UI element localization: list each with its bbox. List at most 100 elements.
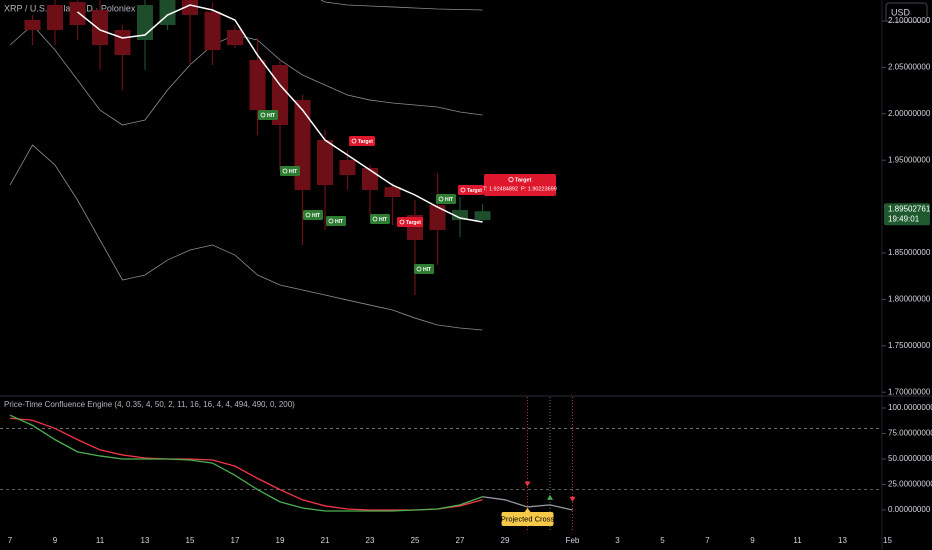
candle-body — [249, 59, 266, 110]
badge-icon — [282, 168, 288, 174]
line-series — [9, 414, 483, 512]
annotation-label: Projected Cross — [501, 514, 555, 523]
y-tick-label: 75.00000000 — [888, 429, 932, 438]
tooltip-title: Target — [515, 177, 532, 183]
currency-label[interactable]: USD — [891, 7, 911, 17]
tooltip-box — [484, 174, 556, 196]
tooltip-icon — [508, 176, 514, 183]
candle-body — [47, 5, 63, 30]
candle-body — [362, 167, 378, 190]
y-tick-label: 1.85000000 — [888, 248, 931, 257]
candle-body — [384, 187, 401, 198]
badge — [349, 136, 375, 146]
signal-marker — [547, 494, 553, 500]
badge-label: HIT — [445, 197, 453, 203]
y-tick-label: 2.05000000 — [888, 62, 931, 71]
badge — [326, 216, 346, 226]
x-tick-label: 9 — [53, 536, 58, 545]
badge-label: HIT — [267, 113, 275, 119]
y-tick-label: 1.80000000 — [888, 295, 931, 304]
x-tick-label: 7 — [705, 536, 710, 545]
candle-body — [317, 140, 333, 186]
price-tag-label: 1.89502761 — [888, 204, 931, 213]
currency-button[interactable]: USD — [885, 2, 928, 23]
y-tick-label: 1.95000000 — [888, 155, 931, 164]
currency-button-box[interactable] — [885, 2, 928, 23]
line-series — [482, 496, 573, 511]
badge — [458, 185, 484, 195]
x-tick-label: 11 — [793, 536, 802, 545]
y-tick-label: 25.00000000 — [888, 480, 932, 489]
candle-body — [182, 0, 198, 16]
y-tick-label: 1.70000000 — [888, 387, 931, 396]
x-tick-label: 29 — [501, 536, 510, 545]
annotation-box — [501, 512, 554, 526]
y-tick-label: 2.10000000 — [888, 16, 931, 25]
x-tick-label: 7 — [8, 536, 13, 545]
x-tick-label: 25 — [411, 536, 420, 545]
badge — [280, 166, 300, 176]
x-tick-label: 9 — [750, 536, 755, 545]
candle-body — [204, 11, 221, 51]
y-tick-label: 1.75000000 — [888, 341, 931, 350]
badge — [436, 194, 456, 204]
badge — [397, 217, 423, 227]
x-tick-label: 15 — [186, 536, 195, 545]
badge-label: Target — [406, 220, 421, 226]
badge-label: HIT — [312, 213, 320, 219]
badge-icon — [399, 219, 405, 225]
x-tick-label: 13 — [141, 536, 150, 545]
price-pane: HIT HIT HIT HIT HIT HIT HIT Target Target Target T… — [9, 0, 557, 331]
candle-body — [474, 211, 491, 221]
candle-body — [24, 19, 41, 30]
x-tick-label: 27 — [456, 536, 465, 545]
badge — [370, 214, 390, 224]
badge-label: HIT — [335, 219, 343, 225]
x-tick-label: 5 — [660, 536, 665, 545]
candle-body — [92, 10, 108, 46]
badge-label: HIT — [379, 217, 387, 223]
badge-icon — [460, 187, 466, 193]
candle-body — [114, 29, 131, 56]
candle-body — [294, 100, 311, 190]
annotation-pointer — [524, 508, 531, 512]
countdown-label: 19:49:01 — [888, 214, 920, 223]
badge-icon — [351, 138, 357, 144]
badge-label: Target — [358, 139, 373, 145]
badge-icon — [328, 218, 334, 224]
line-series — [9, 144, 483, 331]
y-tick-label: 50.00000000 — [888, 454, 932, 463]
badge-label: HIT — [423, 267, 431, 273]
badge-label: Target — [467, 188, 482, 194]
indicator-title: Price-Time Confluence Engine (4, 0.35, 4… — [4, 400, 295, 409]
y-tick-label: 0.00000000 — [888, 505, 931, 514]
x-tick-label: 13 — [838, 536, 847, 545]
signal-marker — [524, 481, 531, 487]
x-tick-label: 3 — [615, 536, 620, 545]
badge-icon — [305, 212, 311, 218]
x-tick-label: 19 — [276, 536, 285, 545]
x-tick-label: Feb — [566, 536, 580, 545]
candle-body — [339, 160, 356, 176]
signal-marker — [569, 496, 576, 502]
badge-label: HIT — [289, 169, 297, 175]
x-tick-label: 21 — [321, 536, 330, 545]
badge-icon — [260, 112, 266, 118]
badge — [258, 110, 278, 120]
badge — [414, 264, 434, 274]
y-tick-label: 2.00000000 — [888, 109, 931, 118]
candle-body — [227, 29, 243, 46]
x-tick-label: 17 — [231, 536, 240, 545]
y-tick-label: 100.00000000 — [888, 403, 932, 412]
badge — [303, 210, 323, 220]
badge-icon — [416, 266, 422, 272]
badge-icon — [372, 216, 378, 222]
axes: 7 9 11 13 15 17 19 21 23 25 27 29 Feb 3 5 7 9 11 13 15 1.700… — [8, 16, 932, 545]
x-tick-label: 11 — [96, 536, 105, 545]
line-series — [77, 4, 483, 223]
price-tag — [884, 203, 930, 226]
x-tick-label: 23 — [366, 536, 375, 545]
